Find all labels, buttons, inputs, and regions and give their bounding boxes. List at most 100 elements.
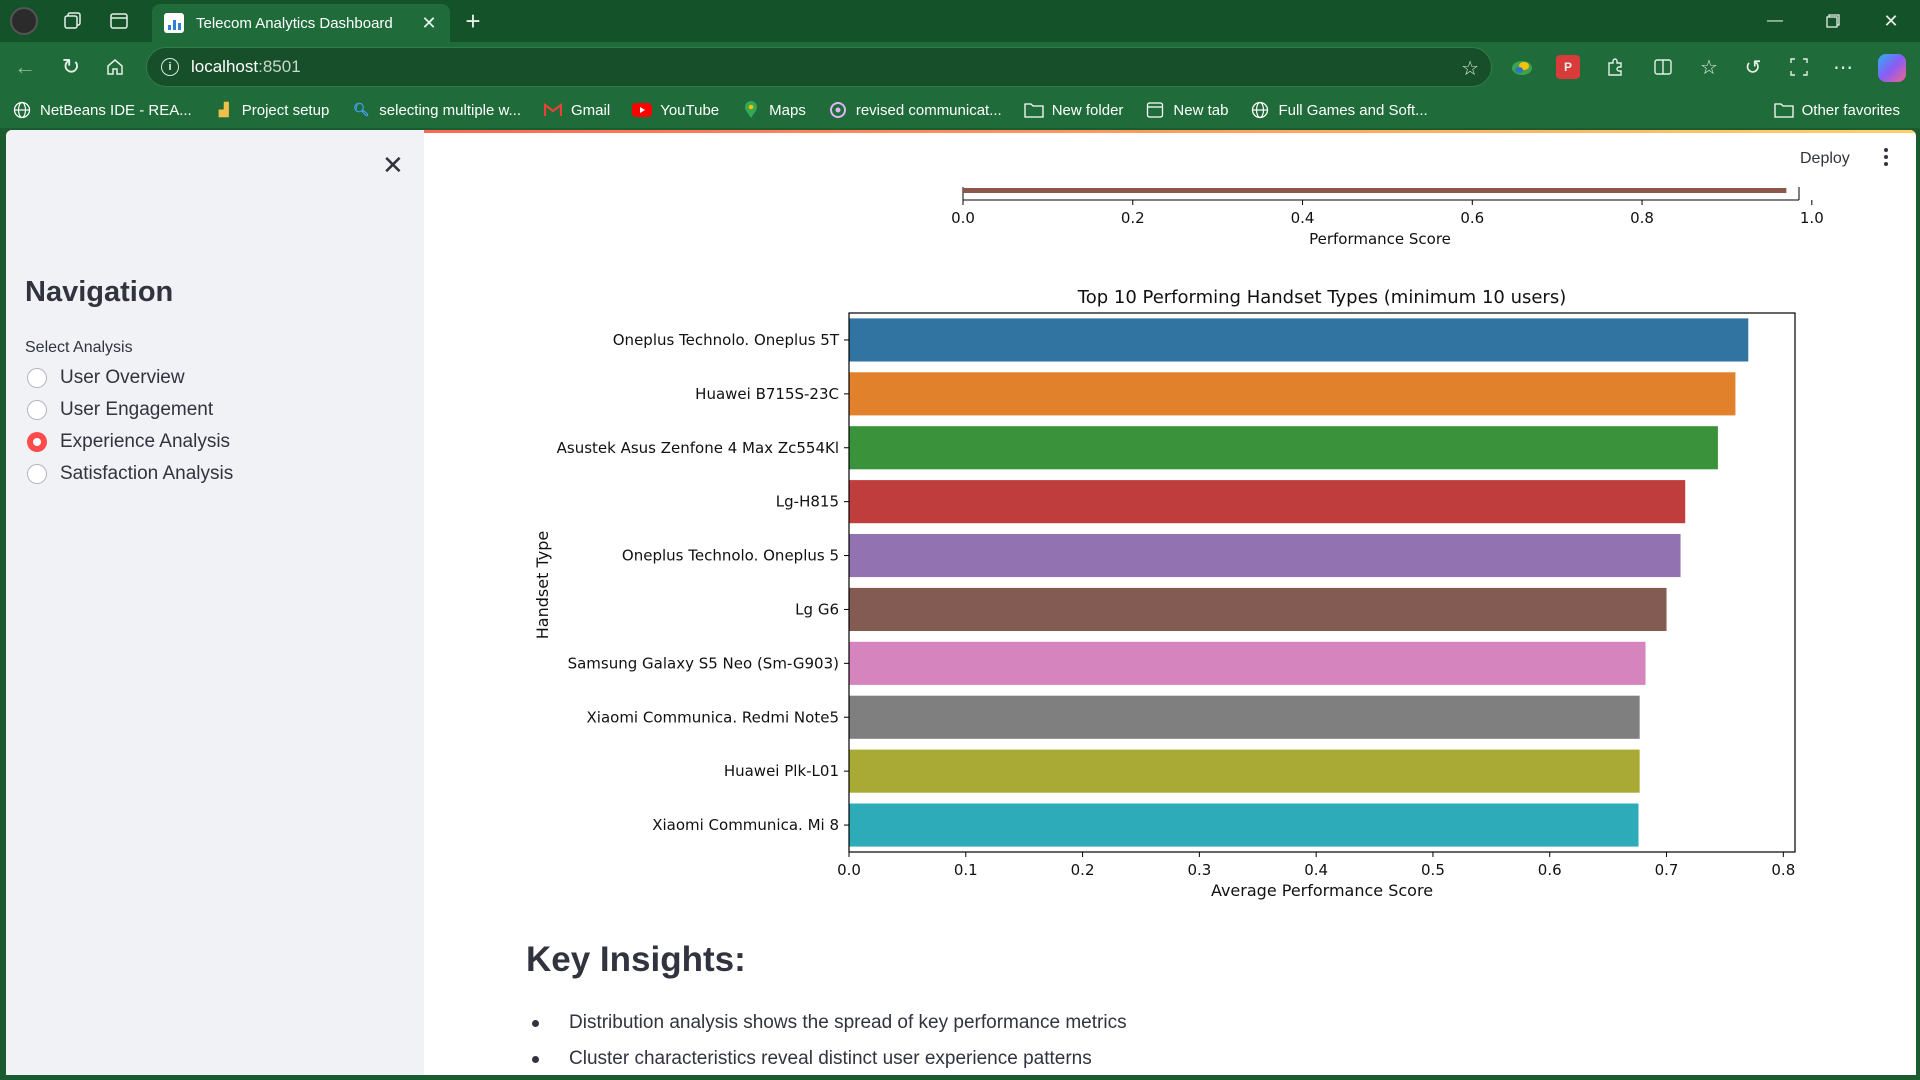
other-favorites-label: Other favorites: [1801, 101, 1900, 119]
favorite-star-icon[interactable]: ☆: [1461, 58, 1479, 80]
bookmark-label: Project setup: [241, 101, 330, 119]
home-icon[interactable]: [100, 52, 130, 82]
split-screen-icon[interactable]: [1650, 54, 1676, 80]
close-window-icon[interactable]: ✕: [1883, 10, 1899, 31]
maps-icon: [741, 101, 761, 119]
radio-option-user-overview[interactable]: User Overview: [27, 367, 185, 389]
bar-3: [849, 426, 1718, 470]
bookmark-new-folder[interactable]: New folder: [1024, 101, 1124, 119]
bar-4: [849, 480, 1686, 524]
workspaces-icon[interactable]: [60, 8, 86, 34]
bookmark-label: NetBeans IDE - REA...: [40, 101, 192, 119]
y-tick-label: Lg G6: [795, 600, 839, 618]
other-favorites[interactable]: Other favorites: [1773, 92, 1900, 128]
url-host: localhost: [191, 57, 259, 76]
bookmark-revised-communication[interactable]: revised communicat...: [828, 101, 1002, 119]
folder-icon: [1773, 102, 1794, 118]
radio-label: Experience Analysis: [60, 431, 231, 452]
radio-circle-icon[interactable]: [27, 432, 47, 452]
tab-actions-icon[interactable]: [106, 8, 132, 34]
restore-icon[interactable]: [1818, 8, 1848, 34]
x-tick-label: 0.3: [1187, 861, 1211, 879]
x-tick-label: 0.1: [954, 861, 978, 879]
radio-circle-icon[interactable]: [27, 400, 47, 420]
deploy-button[interactable]: Deploy: [1800, 150, 1850, 167]
app-decoration-line: [6, 130, 1916, 133]
bookmark-netbeans[interactable]: NetBeans IDE - REA...: [12, 101, 192, 119]
globe-icon: [1250, 101, 1270, 119]
favorites-icon[interactable]: ☆: [1700, 56, 1718, 79]
x-tick-label: 0.8: [1771, 861, 1795, 879]
site-info-icon[interactable]: i: [161, 58, 179, 76]
minimize-icon[interactable]: —: [1767, 12, 1783, 29]
radio-option-experience-analysis[interactable]: Experience Analysis: [27, 431, 230, 453]
profile-avatar-icon[interactable]: [10, 7, 38, 35]
back-icon[interactable]: ←: [14, 54, 36, 79]
y-axis-label: Handset Type: [533, 531, 552, 639]
newtab-icon: [1145, 101, 1165, 119]
app-viewport: ✕ Navigation Select Analysis User Overvi…: [6, 130, 1916, 1075]
sidebar: ✕ Navigation Select Analysis User Overvi…: [6, 130, 424, 1075]
bookmark-label: selecting multiple w...: [379, 101, 522, 119]
youtube-icon: [632, 101, 653, 119]
folder-icon: [1024, 101, 1044, 119]
top-chart-tick-label: 0.4: [1291, 209, 1315, 227]
radio-option-satisfaction-analysis[interactable]: Satisfaction Analysis: [27, 463, 233, 485]
bar-10: [849, 803, 1639, 847]
project-icon: ▟: [218, 102, 229, 117]
history-icon[interactable]: ↺: [1744, 56, 1762, 79]
browser-toolbar: ← ↻ i localhost:8501 ☆ P ☆ ↺ ⋯: [0, 42, 1920, 92]
close-tab-icon[interactable]: ✕: [421, 12, 437, 33]
extension-red-icon[interactable]: P: [1556, 55, 1580, 79]
bookmark-label: New folder: [1051, 101, 1124, 119]
bookmark-maps[interactable]: Maps: [741, 101, 806, 119]
y-tick-label: Samsung Galaxy S5 Neo (Sm-G903): [568, 654, 839, 672]
address-bar[interactable]: i localhost:8501 ☆: [146, 47, 1492, 87]
bookmark-label: YouTube: [660, 101, 720, 119]
bookmark-selecting-multiple[interactable]: 🔍︎ selecting multiple w...: [351, 101, 521, 119]
bar-9: [849, 749, 1640, 793]
bar-2: [849, 372, 1736, 416]
screenshot-icon[interactable]: [1786, 54, 1812, 80]
reload-icon[interactable]: ↻: [61, 54, 81, 79]
charts-canvas: 0.0 0.2 0.4 0.6 0.8 1.0 Performance Score Top 1…: [533, 187, 1824, 900]
top-chart-tick-label: 0.8: [1630, 209, 1654, 227]
extension-colorful-icon[interactable]: [1508, 54, 1536, 82]
bookmarks-bar: NetBeans IDE - REA... ▟ Project setup 🔍︎…: [0, 92, 1920, 128]
radio-option-user-engagement[interactable]: User Engagement: [27, 399, 213, 421]
bookmark-full-games[interactable]: Full Games and Soft...: [1250, 101, 1428, 119]
bookmark-youtube[interactable]: YouTube: [632, 101, 719, 119]
chart-favicon-icon: [164, 13, 184, 33]
tab-telecom-dashboard[interactable]: Telecom Analytics Dashboard ✕: [152, 4, 450, 42]
gmail-icon: [543, 101, 563, 119]
more-options-icon[interactable]: ⋯: [1833, 56, 1853, 79]
y-tick-label: Oneplus Technolo. Oneplus 5: [622, 547, 839, 565]
plot-frame: [848, 312, 1796, 853]
extensions-puzzle-icon[interactable]: [1602, 54, 1628, 80]
insight-item: Cluster characteristics reveal distinct …: [532, 1048, 1092, 1070]
bar-5: [849, 533, 1681, 578]
url-port: :8501: [258, 57, 301, 76]
tab-title: Telecom Analytics Dashboard: [196, 14, 393, 32]
tab-bar: Telecom Analytics Dashboard ✕ + — ✕: [0, 0, 1920, 42]
y-tick-label: Asustek Asus Zenfone 4 Max Zc554Kl: [557, 439, 839, 457]
new-tab-icon[interactable]: +: [465, 5, 481, 36]
main-menu-icon[interactable]: [1882, 148, 1890, 166]
copilot-icon[interactable]: [1878, 54, 1906, 82]
bookmark-new-tab[interactable]: New tab: [1145, 101, 1228, 119]
bar-7: [849, 641, 1646, 685]
radio-circle-icon[interactable]: [27, 464, 47, 484]
top-chart-bar: [963, 188, 1787, 193]
x-tick-label: 0.7: [1655, 861, 1679, 879]
bookmark-project-setup[interactable]: ▟ Project setup: [214, 101, 330, 119]
search-icon: 🔍︎: [353, 102, 370, 117]
radio-circle-icon[interactable]: [27, 368, 47, 388]
select-analysis-label: Select Analysis: [25, 339, 133, 356]
y-tick-label: Xiaomi Communica. Mi 8: [652, 816, 839, 834]
close-sidebar-icon[interactable]: ✕: [382, 150, 404, 180]
radio-label: Satisfaction Analysis: [60, 463, 234, 484]
chart-title: Top 10 Performing Handset Types (minimum…: [1077, 287, 1566, 308]
bookmark-gmail[interactable]: Gmail: [543, 101, 610, 119]
bar-6: [849, 587, 1667, 632]
bookmark-label: revised communicat...: [855, 101, 1002, 119]
